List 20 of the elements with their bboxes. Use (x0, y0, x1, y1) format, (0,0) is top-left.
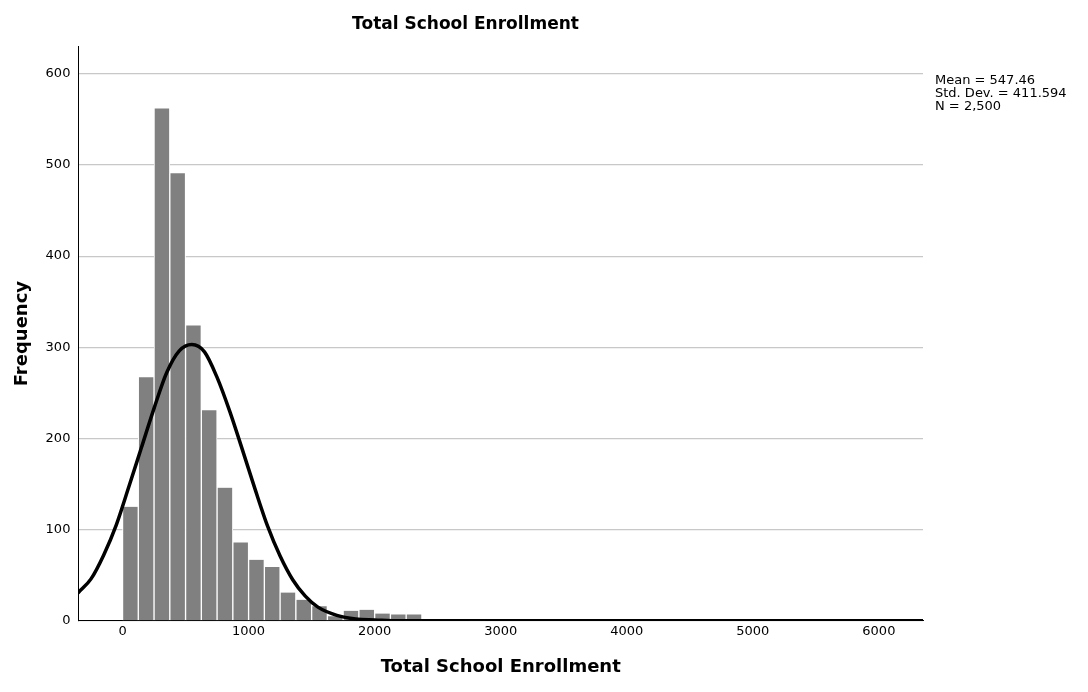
x-tick-label: 0 (118, 622, 127, 638)
text: Mean = 547.46 (935, 72, 1036, 88)
y-tick-label: 400 (45, 247, 71, 263)
y-tick-label: 600 (45, 65, 71, 81)
x-tick-label: 2000 (358, 622, 392, 638)
x-tick-label: 5000 (736, 622, 770, 638)
y-tick-label: 100 (45, 521, 71, 536)
y-tick-label: 0 (62, 612, 71, 628)
y-tick-label: 200 (45, 429, 71, 445)
text: Std. Dev. = 411.594 (935, 85, 1067, 101)
chart-title: Total School Enrollment (352, 12, 579, 33)
y-tick-label: 300 (45, 338, 71, 354)
y-axis-title: Frequency (10, 280, 32, 387)
text: N = 2,500 (935, 98, 1002, 114)
x-tick-label: 4000 (610, 622, 644, 638)
x-tick-label: 1000 (232, 622, 266, 638)
x-tick-label: 3000 (484, 622, 518, 638)
x-tick-label: 6000 (862, 622, 896, 638)
y-tick-label: 500 (45, 156, 71, 172)
x-axis-title: Total School Enrollment (380, 654, 622, 676)
